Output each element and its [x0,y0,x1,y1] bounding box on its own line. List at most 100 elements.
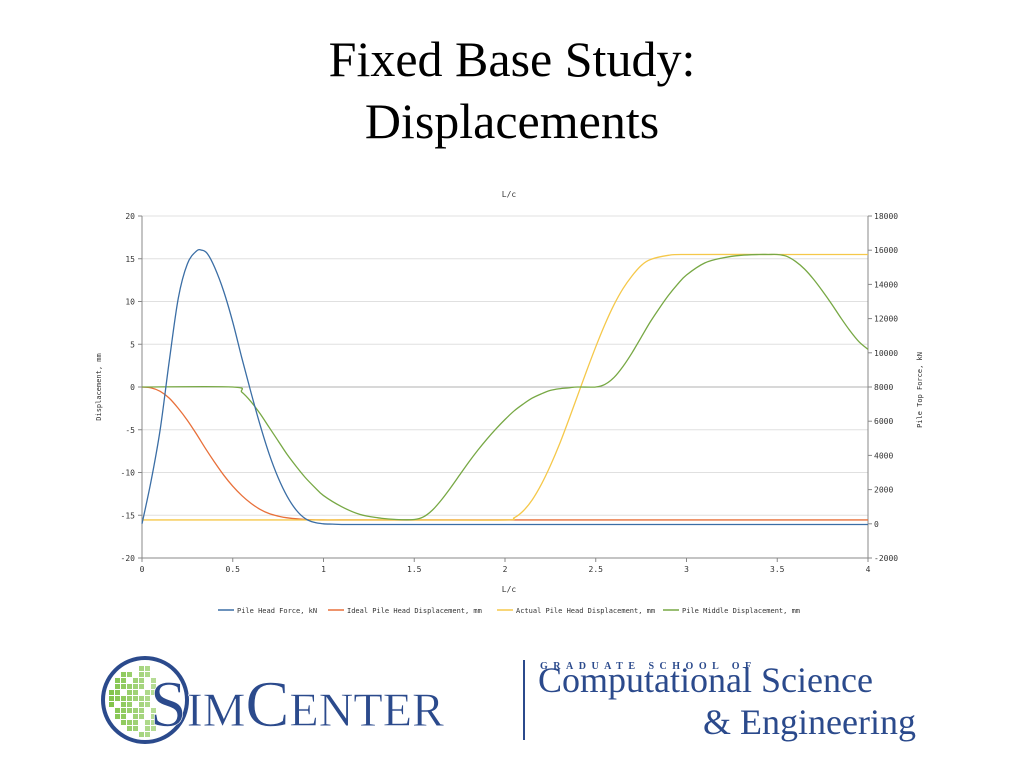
logo-mosaic-cell [133,720,138,725]
logo-brand-c: C [245,668,289,741]
slide-title-line1: Fixed Base Study: [328,31,696,87]
x-tick-label: 0 [140,565,145,574]
logo-mosaic-cell [151,714,156,719]
logo-mosaic-cell [151,720,156,725]
logo-mosaic-cell [121,714,126,719]
logo-mosaic-cell [133,714,138,719]
x-tick-label: 3 [684,565,689,574]
y2-tick-label: 0 [874,520,879,529]
logo-mosaic-cell [127,702,132,707]
logo-mosaic-cell [115,696,120,701]
logo-mosaic-cell [145,672,150,677]
y2-tick-label: 8000 [874,383,893,392]
logo-mosaic-cell [139,678,144,683]
logo-mosaic-cell [121,720,126,725]
y2-tick-label: 4000 [874,451,893,460]
y2-axis-label: Pile Top Force, kN [916,352,924,428]
svg-text:SIMCENTER: SIMCENTER [150,668,444,741]
y2-tick-label: -2000 [874,554,898,563]
y-tick-label: -10 [121,469,136,478]
y2-tick-label: 16000 [874,246,898,255]
logo-mosaic-cell [151,690,156,695]
y-tick-label: 5 [130,340,135,349]
y-tick-label: -20 [121,554,136,563]
logo-mosaic-cell [121,696,126,701]
y2-tick-label: 2000 [874,486,893,495]
logo-mosaic-cell [127,696,132,701]
legend-label: Ideal Pile Head Displacement, mm [347,607,482,615]
logo-mosaic-cell [151,678,156,683]
logo-mosaic-cell [121,684,126,689]
x-tick-label: 4 [866,565,871,574]
y2-tick-label: 12000 [874,315,898,324]
logo-brand-s: S [150,668,187,741]
logo-mosaic-cell [139,732,144,737]
y-tick-label: -5 [125,426,135,435]
logo-tagline-line1: Computational Science [538,660,873,700]
logo-brand-im: IM [187,684,246,737]
x-tick-label: 2 [503,565,508,574]
tick-marks [138,215,872,562]
logo-mosaic-cell [139,714,144,719]
x-axis-label: L/c [502,585,517,594]
tick-labels: -20-15-10-505101520-20000200040006000800… [121,212,899,574]
displacement-chart: -20-15-10-505101520-20000200040006000800… [95,190,924,615]
legend-label: Pile Head Force, kN [237,607,317,615]
logo-mosaic-cell [109,690,114,695]
series-line-pile-head-force-kn [141,248,868,526]
logo-ring [101,656,189,744]
y2-tick-label: 14000 [874,280,898,289]
logo-mosaic-cell [109,696,114,701]
logo-mosaic-cell [145,726,150,731]
logo-mosaic-cell [121,708,126,713]
logo-mosaic-cell [151,708,156,713]
series-line-ideal-pile-head-displacement-mm [141,386,868,521]
slide-title: Fixed Base Study: Displacements [0,28,1024,152]
logo-mosaic-cell [145,666,150,671]
logo-mosaic-cell [139,666,144,671]
x-tick-label: 3.5 [770,565,785,574]
logo-mosaic-cell [121,702,126,707]
y-tick-label: 10 [125,298,135,307]
logo-mosaic-cell [115,708,120,713]
logo-mosaic-cell [109,702,114,707]
logo-mosaic-cell [151,684,156,689]
y2-tick-label: 10000 [874,349,898,358]
x-tick-label: 2.5 [589,565,604,574]
logo-mosaic-cell [127,690,132,695]
logo-mosaic-cell [145,720,150,725]
logo-mosaic-cell [127,720,132,725]
x-tick-label: 0.5 [226,565,241,574]
series-lines [141,248,869,526]
y-axis-label: Displacement, mm [95,353,103,420]
simcenter-logo: SIMCENTER GRADUATE SCHOOL OF Computation… [101,656,916,744]
y2-tick-label: 18000 [874,212,898,221]
logo-mosaic-cell [139,684,144,689]
y-tick-label: -15 [121,511,136,520]
logo-mosaic-cell [121,678,126,683]
series-line-actual-pile-head-displacement-mm [142,253,868,521]
logo-mosaic-cell [127,726,132,731]
slide-title-line2: Displacements [364,93,660,149]
logo-mosaic-cell [127,672,132,677]
logo-mosaic-cell [139,672,144,677]
legend: Pile Head Force, kN Ideal Pile Head Displ… [218,607,800,615]
logo-mosaic-cell [145,732,150,737]
y-tick-label: 0 [130,383,135,392]
y-tick-label: 15 [125,255,135,264]
logo-mosaic-cell [121,672,126,677]
chart-title: L/c [502,190,517,199]
logo-tagline-small: GRADUATE SCHOOL OF [540,661,757,672]
logo-mosaic-cell [127,708,132,713]
logo-mosaic-cell [115,714,120,719]
logo-mosaic-cell [145,690,150,695]
x-tick-label: 1 [321,565,326,574]
logo-mosaic-cell [139,708,144,713]
series-line-pile-middle-displacement-mm [141,253,869,521]
logo-mosaic-cell [133,690,138,695]
legend-label: Pile Middle Displacement, mm [682,607,800,615]
logo-mosaic-cell [127,684,132,689]
logo-mosaic-cell [133,726,138,731]
logo-mosaic-cell [145,702,150,707]
logo-mosaic-cell [133,708,138,713]
